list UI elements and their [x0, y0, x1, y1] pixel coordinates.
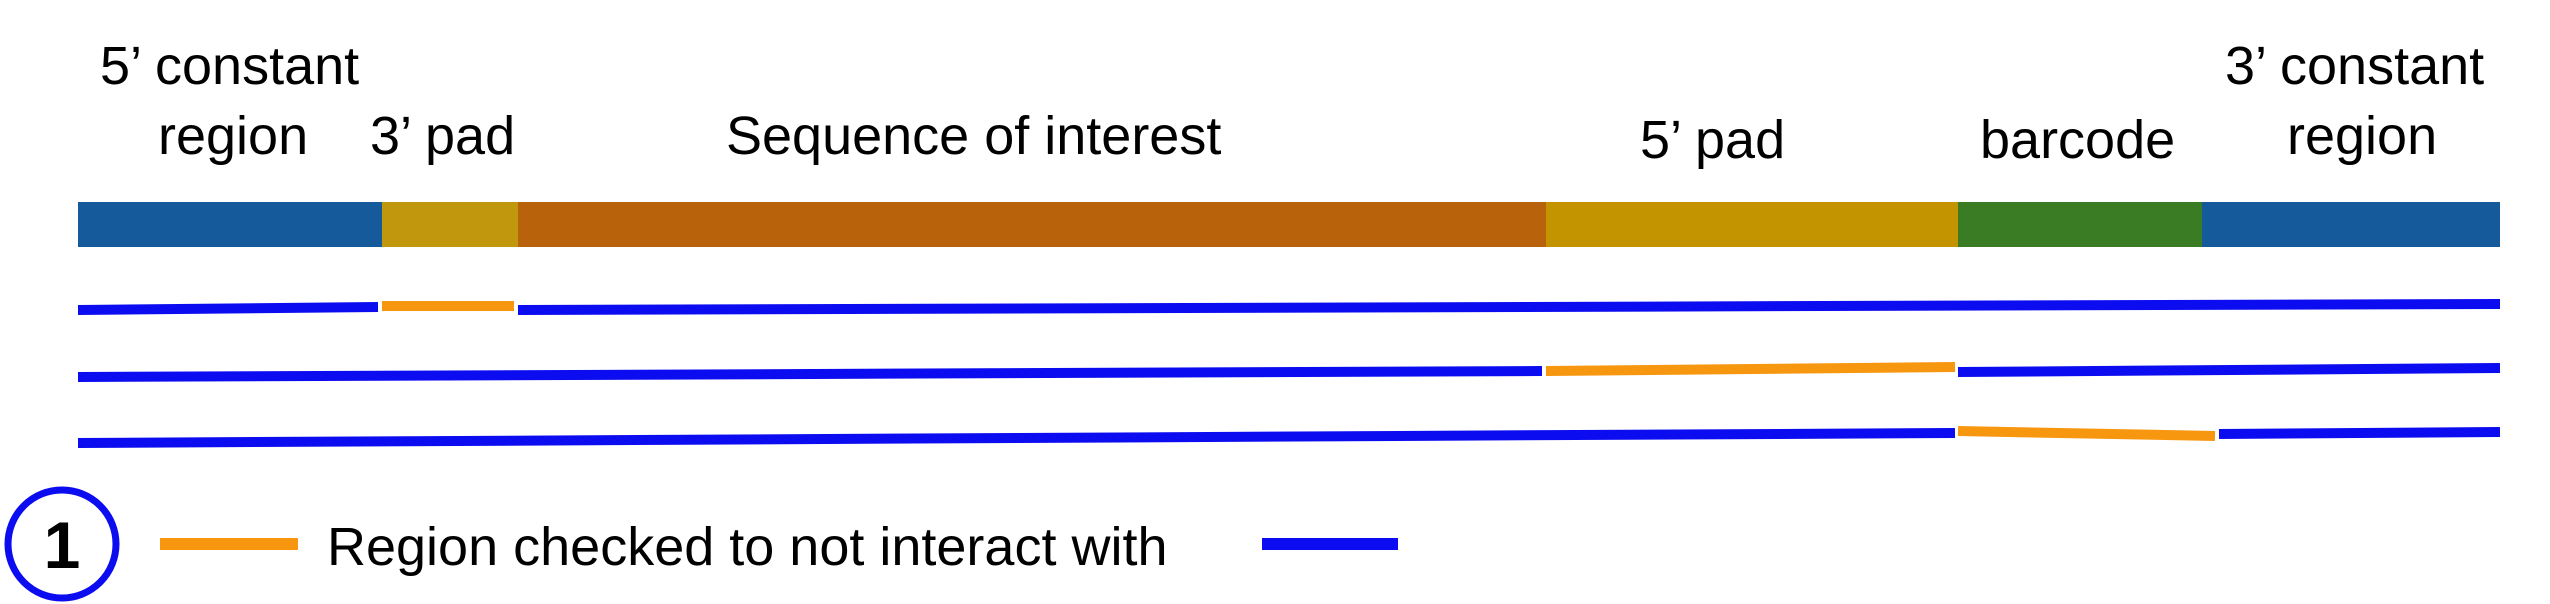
check-line-other — [77, 428, 1956, 448]
segment-five-pad — [1546, 202, 1958, 247]
label-three-constant-line1: 3’ constant — [2225, 36, 2484, 96]
segment-sequence-of-interest — [518, 202, 1546, 247]
segment-five-constant-region — [78, 202, 382, 247]
check-line-checked — [1957, 426, 2216, 441]
step-number: 1 — [44, 508, 81, 582]
check-row-barcode — [77, 426, 2501, 448]
segment-three-constant-region — [2202, 202, 2500, 247]
label-five-constant-line1: 5’ constant — [100, 36, 359, 96]
legend-text: Region checked to not interact with — [327, 517, 1167, 577]
segment-barcode — [1958, 202, 2202, 247]
segment-three-pad — [382, 202, 518, 247]
legend: 1 Region checked to not interact with — [4, 486, 1398, 602]
label-five-pad: 5’ pad — [1640, 110, 1785, 170]
check-line-other — [77, 366, 1543, 382]
check-line-other — [77, 302, 379, 315]
step-number-circle — [4, 486, 120, 602]
label-five-constant-line2: region — [158, 106, 308, 166]
check-line-other — [1957, 363, 2501, 377]
check-line-checked — [1545, 362, 1956, 376]
label-barcode: barcode — [1980, 110, 2175, 170]
check-row-three-pad — [77, 299, 2501, 315]
label-three-pad: 3’ pad — [370, 106, 515, 166]
label-sequence-of-interest: Sequence of interest — [726, 106, 1221, 166]
check-row-five-pad — [77, 362, 2501, 382]
construct-bar — [78, 202, 2500, 247]
check-line-other — [517, 299, 2501, 315]
label-three-constant-line2: region — [2287, 106, 2437, 166]
check-line-other — [2218, 427, 2501, 439]
